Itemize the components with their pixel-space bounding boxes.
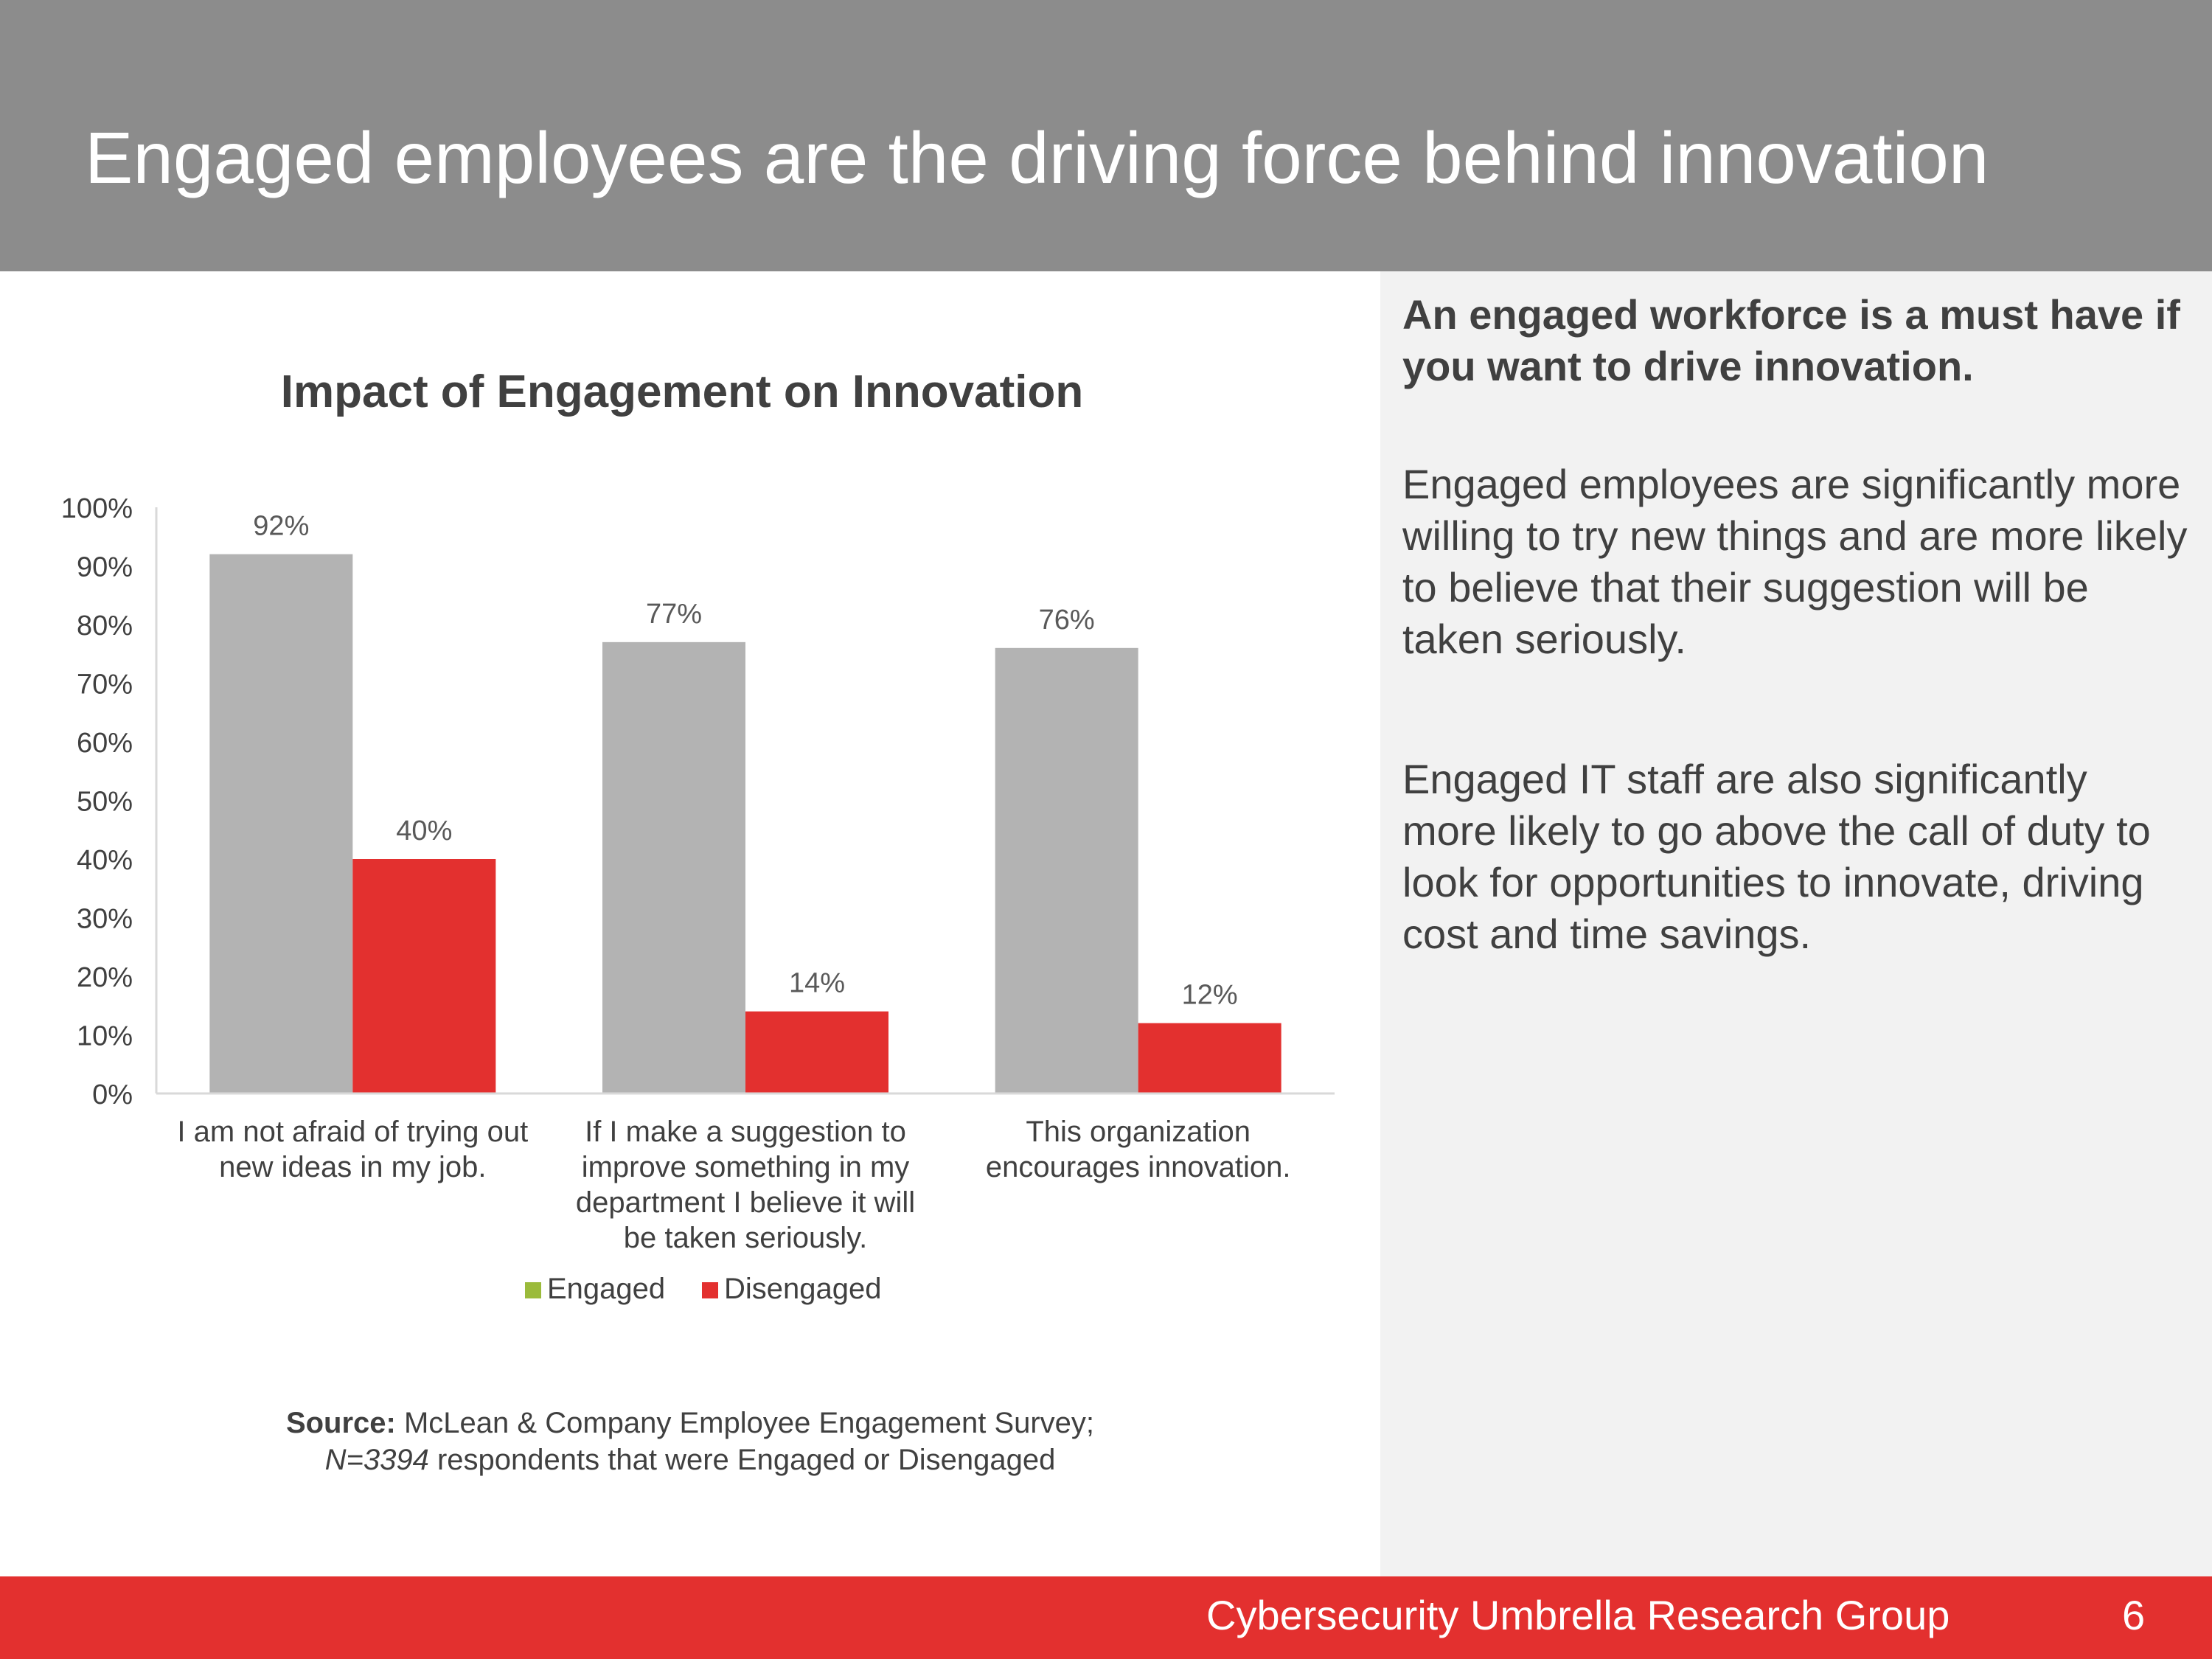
data-label: 77% — [646, 599, 702, 630]
legend-swatch-disengaged — [702, 1282, 718, 1298]
y-tick-label: 10% — [77, 1021, 133, 1052]
source-text: McLean & Company Employee Engagement Sur… — [395, 1407, 1095, 1439]
x-category-label: This organization encourages innovation. — [986, 1116, 1291, 1183]
data-label: 12% — [1182, 980, 1238, 1011]
x-axis-labels: I am not afraid of trying out new ideas i… — [177, 1116, 1290, 1254]
y-tick-label: 70% — [77, 669, 133, 700]
y-tick-label: 40% — [77, 845, 133, 876]
data-label: 40% — [396, 815, 452, 846]
data-labels-group: 92% 77% 76% 40% 14% 12% — [253, 511, 1237, 1011]
bars-group — [209, 554, 1281, 1093]
source-line-2: N=3394 respondents that were Engaged or … — [0, 1441, 1380, 1478]
y-axis: 0% 10% 20% 30% 40% 50% 60% 70% 80% 90% 100% — [61, 493, 133, 1110]
y-tick-label: 80% — [77, 611, 133, 641]
bar-disengaged — [1138, 1023, 1281, 1093]
bar-engaged — [995, 647, 1138, 1093]
sample-size: N=3394 — [324, 1444, 429, 1476]
side-panel — [1380, 271, 2212, 1576]
page-number: 6 — [2122, 1592, 2146, 1638]
y-tick-label: 100% — [61, 493, 133, 524]
x-category-label: If I make a suggestion to improve somethi… — [576, 1116, 915, 1254]
data-label: 92% — [253, 511, 309, 542]
y-tick-label: 20% — [77, 962, 133, 993]
y-tick-label: 50% — [77, 787, 133, 818]
bar-engaged — [602, 641, 745, 1093]
source-note: Source: McLean & Company Employee Engage… — [0, 1405, 1380, 1478]
legend-label-disengaged: Disengaged — [724, 1273, 882, 1305]
source-line-1: Source: McLean & Company Employee Engage… — [0, 1405, 1380, 1441]
header-bar — [0, 0, 2212, 271]
slide-title: Engaged employees are the driving force … — [85, 117, 1989, 198]
x-category-label: I am not afraid of trying out new ideas i… — [177, 1116, 528, 1183]
bar-chart: Impact of Engagement on Innovation 0% 10%… — [61, 366, 1335, 1305]
data-label: 76% — [1039, 605, 1095, 636]
footer-text: Cybersecurity Umbrella Research Group — [1206, 1592, 1950, 1638]
chart-title: Impact of Engagement on Innovation — [281, 366, 1083, 417]
footer-bar — [0, 1576, 2212, 1659]
panel-paragraph-1: Engaged employees are significantly more… — [1402, 461, 2188, 662]
panel-heading: An engaged workforce is a must have if y… — [1402, 291, 2180, 389]
bar-disengaged — [745, 1011, 888, 1093]
bar-engaged — [209, 554, 353, 1093]
y-tick-label: 90% — [77, 552, 133, 583]
source-label: Source: — [285, 1407, 396, 1439]
y-tick-label: 60% — [77, 728, 133, 759]
y-tick-label: 0% — [92, 1079, 133, 1110]
sample-description: respondents that were Engaged or Disenga… — [428, 1444, 1056, 1476]
y-tick-label: 30% — [77, 904, 133, 935]
panel-paragraph-2: Engaged IT staff are also significantly … — [1402, 756, 2151, 957]
legend: Engaged Disengaged — [525, 1273, 882, 1305]
legend-swatch-engaged — [525, 1282, 541, 1298]
data-label: 14% — [789, 968, 845, 999]
bar-disengaged — [352, 859, 496, 1093]
legend-label-engaged: Engaged — [547, 1273, 665, 1305]
